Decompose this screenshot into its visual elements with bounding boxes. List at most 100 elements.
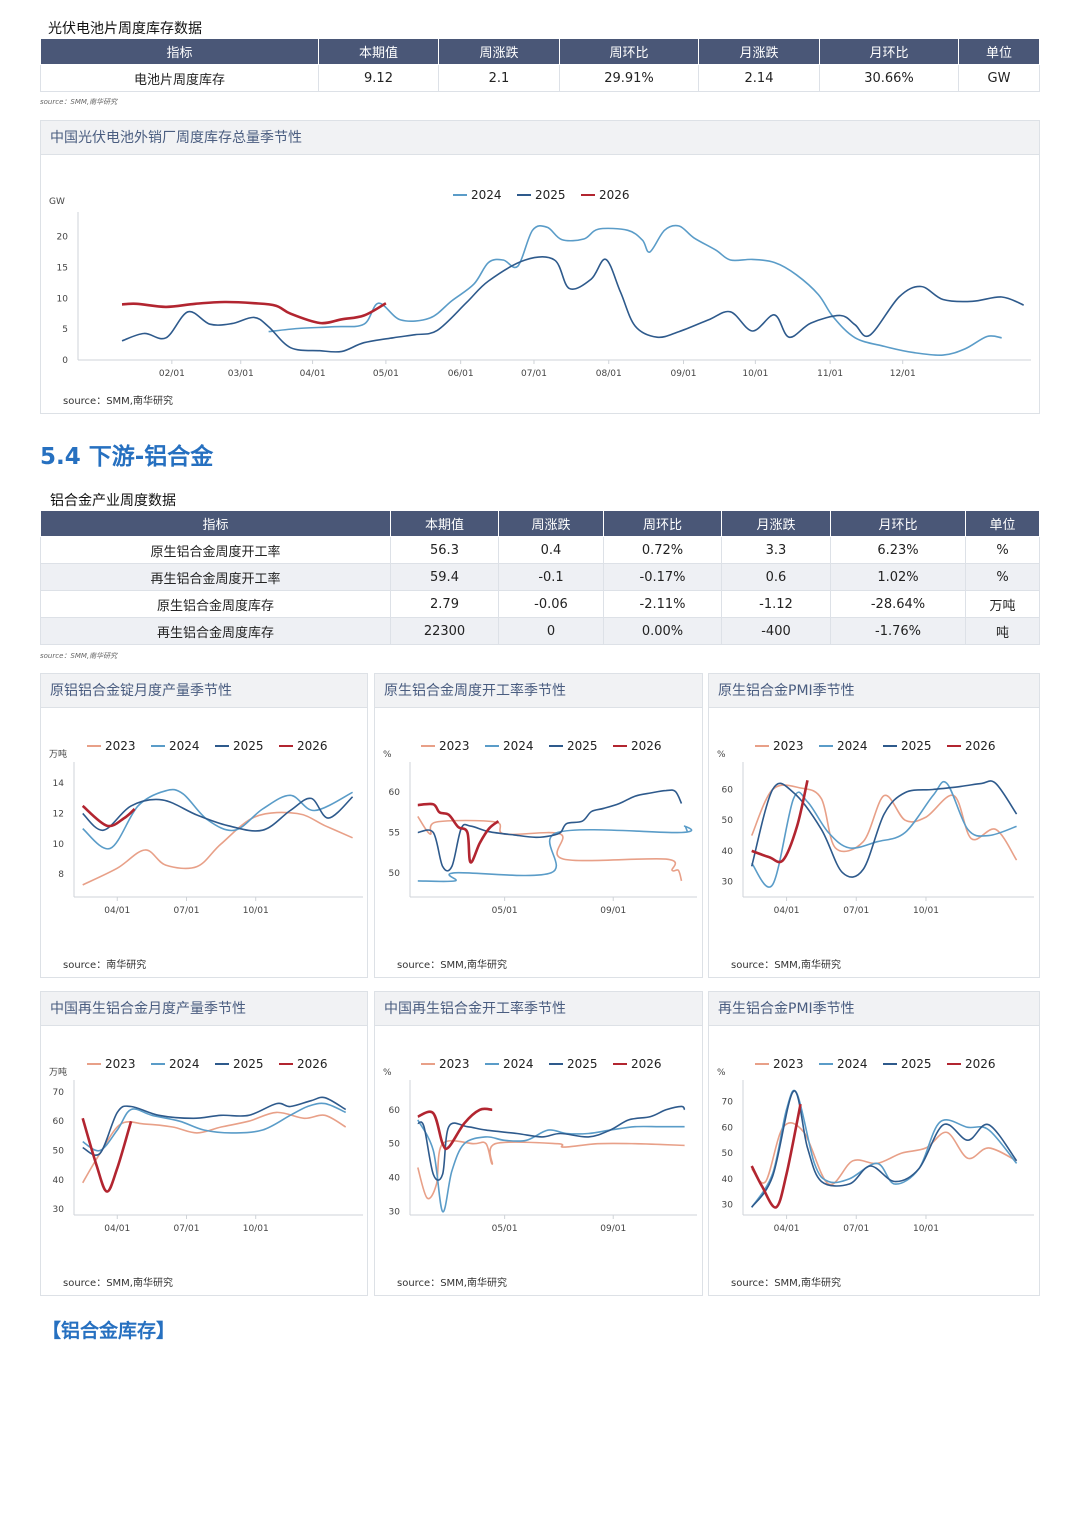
chart-source: source：SMM,南华研究 [397, 960, 507, 971]
table-cell: 22300 [390, 617, 499, 645]
table-cell: 2.79 [390, 590, 499, 618]
y-tick-label: 50 [389, 869, 401, 879]
chart-title: 原铝铝合金锭月度产量季节性 [41, 674, 367, 708]
table-cell: 3.3 [721, 536, 831, 564]
series-line-2025 [417, 1105, 686, 1181]
x-tick-label: 05/01 [492, 906, 518, 916]
legend-label: 2026 [631, 739, 662, 753]
y-tick-label: 14 [53, 779, 65, 789]
y-tick-label: 20 [57, 233, 69, 243]
y-tick-label: 40 [53, 1176, 65, 1186]
pv-line-chart: GW 0 5 10 15 20 02/01 03/01 04/01 05/01 06/01 07/01… [49, 188, 1031, 379]
column-header: 指标 [40, 510, 391, 537]
x-tick-label: 09/01 [600, 1224, 626, 1234]
legend-label: 2024 [169, 1057, 200, 1071]
y-tick-label: 60 [389, 1106, 401, 1116]
series-line-2023 [82, 811, 353, 886]
table-cell: 0.4 [498, 536, 604, 564]
primary-operating-rate-card: 原生铝合金周度开工率季节性 % 50 55 60 05/01 09/01 2023 2024 2… [374, 673, 703, 978]
table-cell: 29.91% [559, 64, 699, 92]
pv-chart-card: 中国光伏电池外销厂周度库存总量季节性 GW 0 5 10 15 20 02/01 03/01 0… [40, 120, 1040, 414]
legend-label: 2026 [965, 1057, 996, 1071]
y-tick-label: 60 [722, 786, 734, 796]
series-line-2025 [417, 789, 683, 872]
x-tick-label: 02/01 [159, 369, 185, 379]
table-cell: 0 [498, 617, 604, 645]
primary-pmi-card: 原生铝合金PMI季节性 % 30 40 50 60 04/01 07/01 10/01 2023… [708, 673, 1040, 978]
y-tick-label: 30 [53, 1205, 65, 1215]
series-line-2024 [417, 1119, 685, 1213]
unit-label: % [717, 1068, 726, 1078]
x-tick-label: 07/01 [174, 906, 200, 916]
series-line-2026 [81, 1117, 133, 1193]
x-tick-label: 11/01 [817, 369, 843, 379]
table-cell: 0.72% [603, 536, 722, 564]
table-cell: -1.12 [721, 590, 831, 618]
x-tick-label: 10/01 [742, 369, 768, 379]
series-line-2023 [417, 815, 683, 882]
column-header: 单位 [958, 38, 1040, 65]
y-tick-label: 60 [53, 1117, 65, 1127]
series-line-2024 [751, 780, 1017, 888]
table-cell: -1.76% [830, 617, 966, 645]
x-tick-label: 07/01 [843, 1224, 869, 1234]
chart-source: source：南华研究 [63, 960, 147, 971]
table-cell: % [965, 536, 1040, 564]
column-header: 月环比 [819, 38, 959, 65]
unit-label: % [717, 750, 726, 760]
series-line-2026 [417, 802, 500, 864]
column-header: 周环比 [603, 510, 722, 537]
x-tick-label: 05/01 [492, 1224, 518, 1234]
series-line-2024 [268, 224, 1002, 357]
pv-table-source: source：SMM,南华研究 [40, 98, 118, 106]
x-tick-label: 10/01 [243, 1224, 269, 1234]
table-cell: -400 [721, 617, 831, 645]
series-line-2025 [82, 1096, 347, 1156]
table-cell: 吨 [965, 617, 1040, 645]
chart-source: source：SMM,南华研究 [63, 1278, 173, 1289]
column-header: 周环比 [559, 38, 699, 65]
x-tick-label: 04/01 [104, 906, 130, 916]
table-cell: 再生铝合金周度开工率 [40, 563, 391, 591]
legend-label: 2025 [901, 1057, 932, 1071]
table-cell: 原生铝合金周度库存 [40, 590, 391, 618]
series-line-2025 [82, 796, 354, 832]
chart-title: 再生铝合金PMI季节性 [709, 992, 1039, 1026]
chart-svg: % 30 40 50 60 04/01 07/01 10/01 2023 2024 2025 2026 [717, 739, 1034, 916]
x-tick-label: 04/01 [774, 906, 800, 916]
table-cell: 2.14 [698, 64, 820, 92]
table-row: 再生铝合金周度库存 22300 0 0.00% -400 -1.76% 吨 [40, 617, 1040, 645]
chart-title: 原生铝合金PMI季节性 [709, 674, 1039, 708]
chart-title: 中国再生铝合金月度产量季节性 [41, 992, 367, 1026]
chart-source: source：SMM,南华研究 [63, 396, 173, 407]
y-tick-label: 10 [57, 294, 69, 304]
al-table-title: 铝合金产业周度数据 [50, 493, 176, 509]
column-header: 月涨跌 [698, 38, 820, 65]
x-tick-label: 08/01 [596, 369, 622, 379]
legend-label: 2024 [471, 188, 502, 202]
unit-label: 万吨 [49, 748, 67, 760]
recycled-output-card: 中国再生铝合金月度产量季节性 万吨 30 40 50 60 70 04/01 07/01 10/… [40, 991, 368, 1296]
table-cell: 电池片周度库存 [40, 64, 319, 92]
table-row: 原生铝合金周度库存 2.79 -0.06 -2.11% -1.12 -28.64% 万吨 [40, 590, 1040, 618]
recycled-operating-rate-card: 中国再生铝合金开工率季节性 % 30 40 50 60 05/01 09/01 2023 202… [374, 991, 703, 1296]
chart-source: source：SMM,南华研究 [397, 1278, 507, 1289]
legend-label: 2026 [297, 739, 328, 753]
x-tick-label: 07/01 [521, 369, 547, 379]
column-header: 周涨跌 [438, 38, 560, 65]
series-line-2025 [751, 1090, 1018, 1208]
y-tick-label: 70 [722, 1097, 734, 1107]
x-tick-label: 09/01 [671, 369, 697, 379]
x-tick-label: 03/01 [228, 369, 254, 379]
y-tick-label: 50 [722, 816, 734, 826]
series-line-2026 [417, 1107, 493, 1151]
table-cell: -28.64% [830, 590, 966, 618]
table-cell: 9.12 [318, 64, 439, 92]
y-tick-label: 0 [62, 356, 68, 366]
y-tick-label: 30 [722, 878, 734, 888]
legend-label: 2024 [503, 1057, 534, 1071]
legend-label: 2025 [567, 739, 598, 753]
series-line-2026 [81, 804, 136, 828]
table-cell: -2.11% [603, 590, 722, 618]
unit-label: % [383, 1068, 392, 1078]
